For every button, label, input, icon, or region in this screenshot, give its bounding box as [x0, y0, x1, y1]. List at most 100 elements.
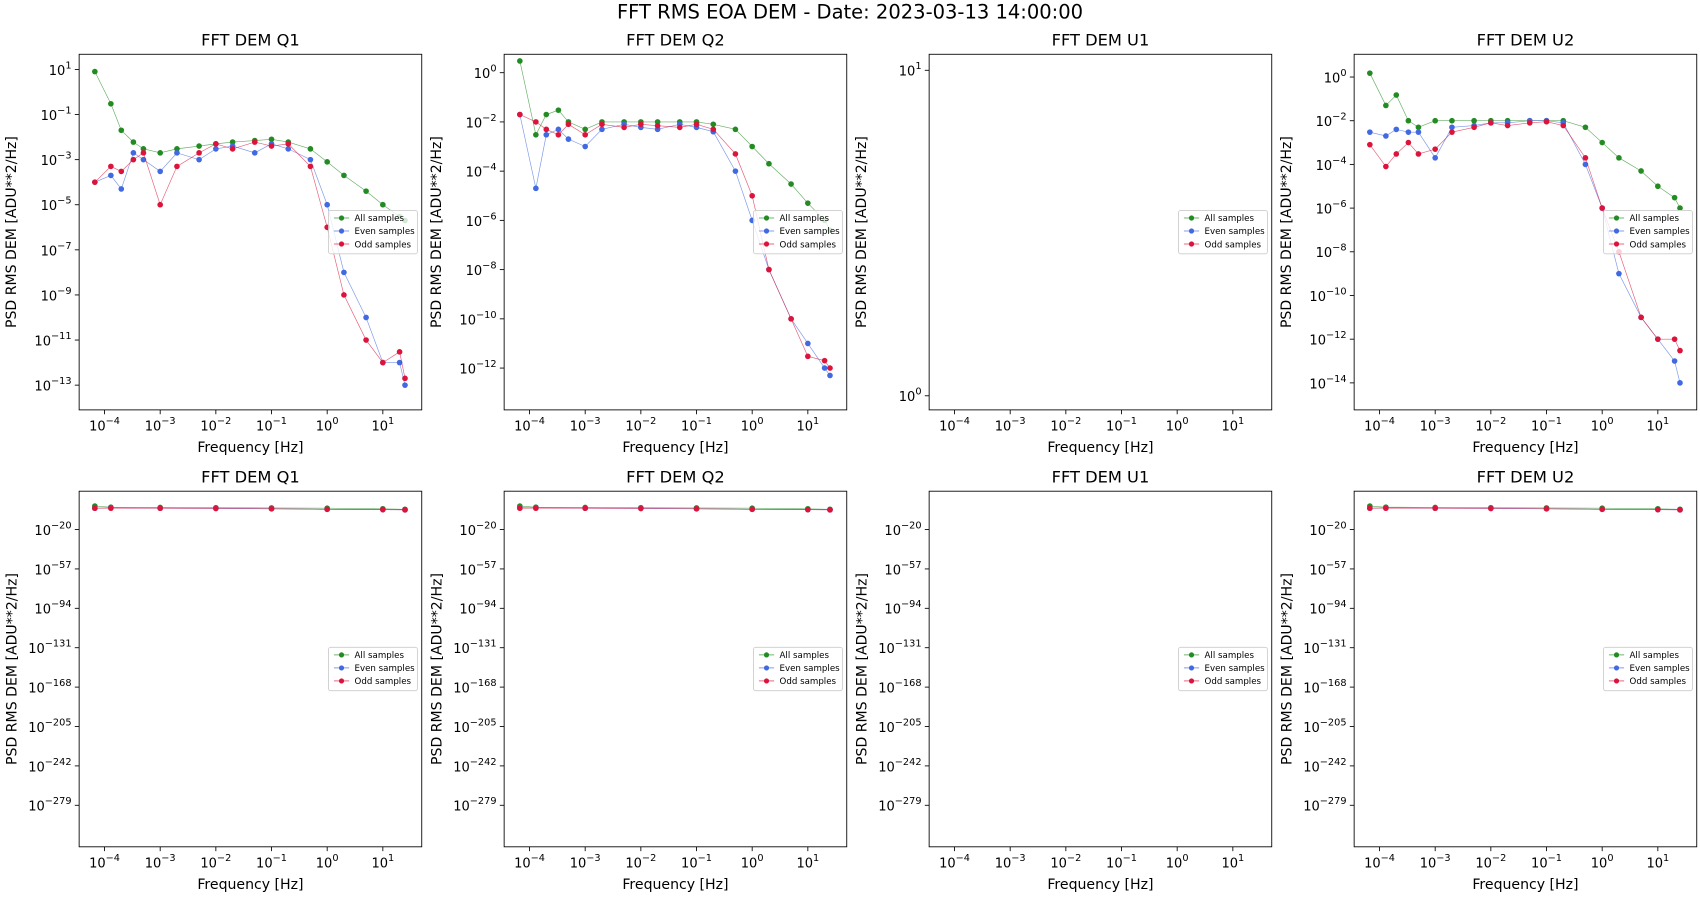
x-tick-label: 10−1: [1106, 416, 1137, 435]
legend-label: Even samples: [355, 227, 416, 237]
y-tick-label: 10−168: [878, 678, 921, 697]
data-point: [555, 107, 562, 113]
data-point: [1638, 168, 1644, 174]
y-tick-label: 10−2: [466, 113, 497, 132]
legend-label: Odd samples: [780, 240, 837, 250]
data-point: [827, 372, 833, 379]
y-tick-label: 10−57: [34, 560, 71, 579]
data-point: [638, 505, 644, 512]
data-point: [1655, 506, 1661, 513]
x-axis-label: Frequency [Hz]: [1472, 877, 1578, 893]
data-point: [543, 111, 550, 118]
y-axis-label: PSD RMS DEM [ADU**2/Hz]: [4, 136, 20, 328]
y-tick-label: 10−205: [1303, 717, 1346, 736]
data-point: [517, 58, 523, 64]
y-tick-label: 10−7: [41, 241, 72, 260]
data-point: [118, 186, 125, 192]
y-tick-label: 10−20: [1309, 520, 1346, 539]
data-point: [1432, 155, 1439, 161]
data-point: [363, 314, 369, 321]
data-point: [268, 505, 275, 512]
x-tick-label: 10−3: [570, 416, 601, 435]
y-tick-label: 10−1: [41, 105, 72, 124]
data-point: [92, 68, 98, 75]
data-point: [565, 136, 572, 142]
legend-label: Odd samples: [1630, 240, 1687, 250]
axes-frame: [78, 53, 423, 411]
data-point: [1504, 122, 1511, 129]
legend-label: All samples: [780, 651, 830, 661]
x-tick-label: 100: [1166, 853, 1189, 872]
y-tick-label: 10−168: [28, 678, 71, 697]
subplot-title: FFT DEM Q1: [201, 468, 300, 487]
x-tick-label: 10−2: [1050, 416, 1081, 435]
data-point: [582, 505, 589, 512]
x-axis-label: Frequency [Hz]: [622, 440, 728, 456]
data-point: [1616, 270, 1622, 277]
y-tick-label: 10−242: [1303, 757, 1346, 776]
x-tick-label: 10−4: [1364, 853, 1395, 872]
data-point: [307, 156, 314, 163]
data-point: [1405, 139, 1412, 146]
subplot-title: FFT DEM Q1: [201, 31, 300, 50]
y-tick-label: 10−242: [453, 757, 496, 776]
data-point: [213, 146, 219, 152]
x-axis-label: Frequency [Hz]: [197, 877, 303, 893]
data-point: [599, 121, 605, 128]
data-point: [1383, 102, 1389, 109]
data-point: [1471, 124, 1477, 131]
data-point: [1599, 139, 1605, 146]
y-tick-label: 10−20: [884, 520, 921, 539]
data-point: [380, 506, 386, 513]
data-point: [1599, 506, 1605, 513]
y-tick-label: 10−4: [466, 162, 497, 181]
y-tick-label: 10−9: [41, 286, 72, 305]
x-axis-label: Frequency [Hz]: [1047, 877, 1153, 893]
data-point: [213, 141, 219, 147]
subplot-title: FFT DEM Q2: [626, 468, 725, 487]
x-tick-label: 10−3: [570, 853, 601, 872]
data-point: [157, 168, 164, 175]
data-point: [1367, 505, 1373, 512]
data-point: [788, 316, 794, 322]
data-point: [788, 181, 794, 187]
x-tick-label: 10−4: [939, 853, 970, 872]
data-layer: [1367, 503, 1683, 513]
legend-box: [1178, 209, 1268, 255]
y-tick-label: 10−279: [1303, 796, 1346, 815]
subplot: 10−4 10−3 10−2 10−1 100 101 10−279 10−242 10−205…: [854, 468, 1273, 893]
y-tick-label: 10−6: [1316, 199, 1347, 218]
legend-box: [753, 646, 843, 692]
y-tick-label: 10−205: [28, 717, 71, 736]
y-tick-label: 10−94: [1309, 599, 1346, 618]
data-point: [1367, 141, 1373, 148]
data-point: [196, 143, 202, 149]
data-point: [766, 160, 772, 167]
axes-frame: [928, 53, 1273, 411]
data-point: [380, 359, 386, 366]
data-point: [1543, 118, 1550, 125]
data-point: [402, 507, 408, 513]
y-tick-label: 101: [49, 60, 72, 79]
data-point: [805, 340, 811, 347]
data-point: [732, 151, 739, 157]
y-tick-label: 10−8: [1316, 243, 1347, 262]
subplot: 10−4 10−3 10−2 10−1 100 101 10−279 10−242 10−205…: [1279, 468, 1698, 893]
x-tick-label: 100: [316, 853, 339, 872]
y-axis-label: PSD RMS DEM [ADU**2/Hz]: [854, 136, 870, 328]
legend-label: Even samples: [1205, 227, 1266, 237]
data-point: [341, 269, 347, 276]
legend-marker: [1613, 228, 1620, 234]
y-axis-label: PSD RMS DEM [ADU**2/Hz]: [854, 573, 870, 765]
y-tick-label: 10−131: [1303, 639, 1346, 658]
y-tick-label: 10−168: [1303, 678, 1346, 697]
data-layer: [517, 503, 833, 513]
data-point: [1671, 194, 1678, 201]
x-tick-label: 100: [316, 416, 339, 435]
data-point: [108, 163, 114, 170]
data-point: [92, 505, 98, 512]
data-point: [1449, 124, 1455, 131]
data-point: [196, 150, 202, 156]
legend-marker: [338, 228, 345, 234]
